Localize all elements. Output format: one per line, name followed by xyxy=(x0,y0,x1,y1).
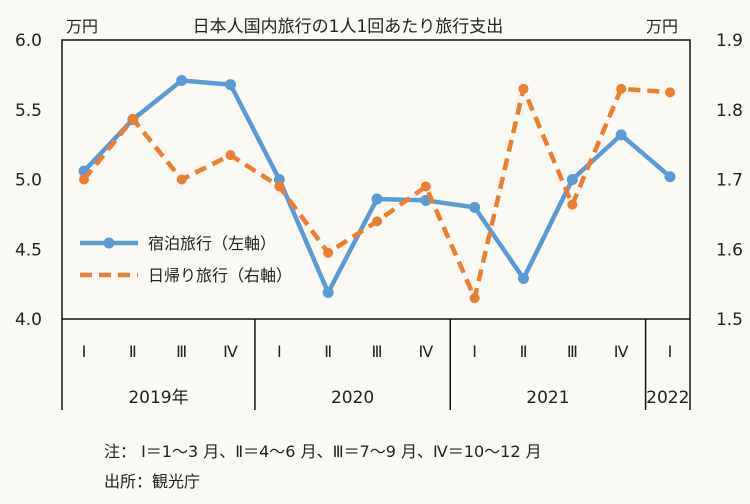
year-label: 2019年 xyxy=(128,388,188,408)
left-tick-label: 4.0 xyxy=(15,310,42,330)
quarter-label: Ⅰ xyxy=(472,342,477,361)
series-point xyxy=(176,174,187,185)
series-point xyxy=(518,83,529,94)
quarter-label: Ⅲ xyxy=(567,342,578,361)
chart-title: 日本人国内旅行の1人1回あたり旅行支出 xyxy=(193,17,504,37)
note-source: 出所：観光庁 xyxy=(104,472,201,491)
series-point xyxy=(371,193,383,205)
left-axis-unit: 万円 xyxy=(66,17,98,36)
plot-area xyxy=(61,39,691,320)
series-point xyxy=(323,247,334,258)
series-point xyxy=(567,199,578,210)
right-tick-label: 1.7 xyxy=(716,171,743,191)
quarter-label: Ⅱ xyxy=(129,342,137,361)
right-tick-label: 1.9 xyxy=(716,31,743,51)
series-point xyxy=(469,201,481,213)
legend-label: 宿泊旅行（左軸） xyxy=(148,234,276,253)
left-tick-label: 6.0 xyxy=(15,31,42,51)
quarter-label: Ⅲ xyxy=(371,342,382,361)
series-point xyxy=(664,171,676,183)
series-point xyxy=(420,181,431,192)
series-point xyxy=(273,174,285,185)
quarter-label: Ⅰ xyxy=(668,342,673,361)
series-point xyxy=(518,273,529,285)
year-label: 2021 xyxy=(526,388,569,408)
series-point xyxy=(372,216,382,227)
series-point xyxy=(566,174,578,185)
series-point xyxy=(469,293,480,304)
quarter-label: Ⅳ xyxy=(223,342,238,361)
note-quarters: 注： Ⅰ＝1～3 月、Ⅱ＝4～6 月、Ⅲ＝7～9 月、Ⅳ＝10～12 月 xyxy=(104,442,542,461)
x-axis: Ⅰ Ⅱ Ⅲ Ⅳ Ⅰ Ⅱ Ⅲ Ⅳ Ⅰ Ⅱ Ⅲ Ⅳ Ⅰ 2019年 2020 2021 2022 xyxy=(61,319,691,410)
series-point xyxy=(225,150,236,161)
quarter-label: Ⅰ xyxy=(82,342,87,361)
legend-marker xyxy=(103,237,115,249)
left-tick-label: 5.5 xyxy=(15,101,42,121)
series-point xyxy=(665,87,675,98)
quarter-label: Ⅲ xyxy=(176,342,187,361)
left-axis: 4.0 4.5 5.0 5.5 6.0 xyxy=(15,31,42,330)
series-point xyxy=(176,74,188,86)
quarter-label: Ⅳ xyxy=(418,342,433,361)
right-tick-label: 1.8 xyxy=(716,101,743,121)
quarter-label: Ⅱ xyxy=(324,342,332,361)
series-point xyxy=(79,174,89,185)
year-label: 2020 xyxy=(331,388,374,408)
legend: 宿泊旅行（左軸） 日帰り旅行（右軸） xyxy=(80,234,292,285)
quarter-label: Ⅱ xyxy=(520,342,528,361)
series-point xyxy=(615,129,627,141)
quarter-label: Ⅰ xyxy=(277,342,282,361)
left-tick-label: 4.5 xyxy=(15,240,42,260)
right-tick-label: 1.6 xyxy=(716,240,743,260)
series-layer xyxy=(78,74,676,304)
series-point xyxy=(322,286,334,298)
right-axis: 1.5 1.6 1.7 1.8 1.9 xyxy=(716,31,743,330)
series-point xyxy=(616,83,627,94)
right-axis-unit: 万円 xyxy=(646,17,678,36)
legend-label: 日帰り旅行（右軸） xyxy=(148,266,292,285)
series-point xyxy=(225,79,236,91)
series-point xyxy=(274,181,285,192)
right-tick-label: 1.5 xyxy=(716,310,743,330)
left-tick-label: 5.0 xyxy=(15,171,42,191)
series-point xyxy=(127,113,138,124)
year-label: 2022 xyxy=(646,388,689,408)
quarter-label: Ⅳ xyxy=(614,342,629,361)
